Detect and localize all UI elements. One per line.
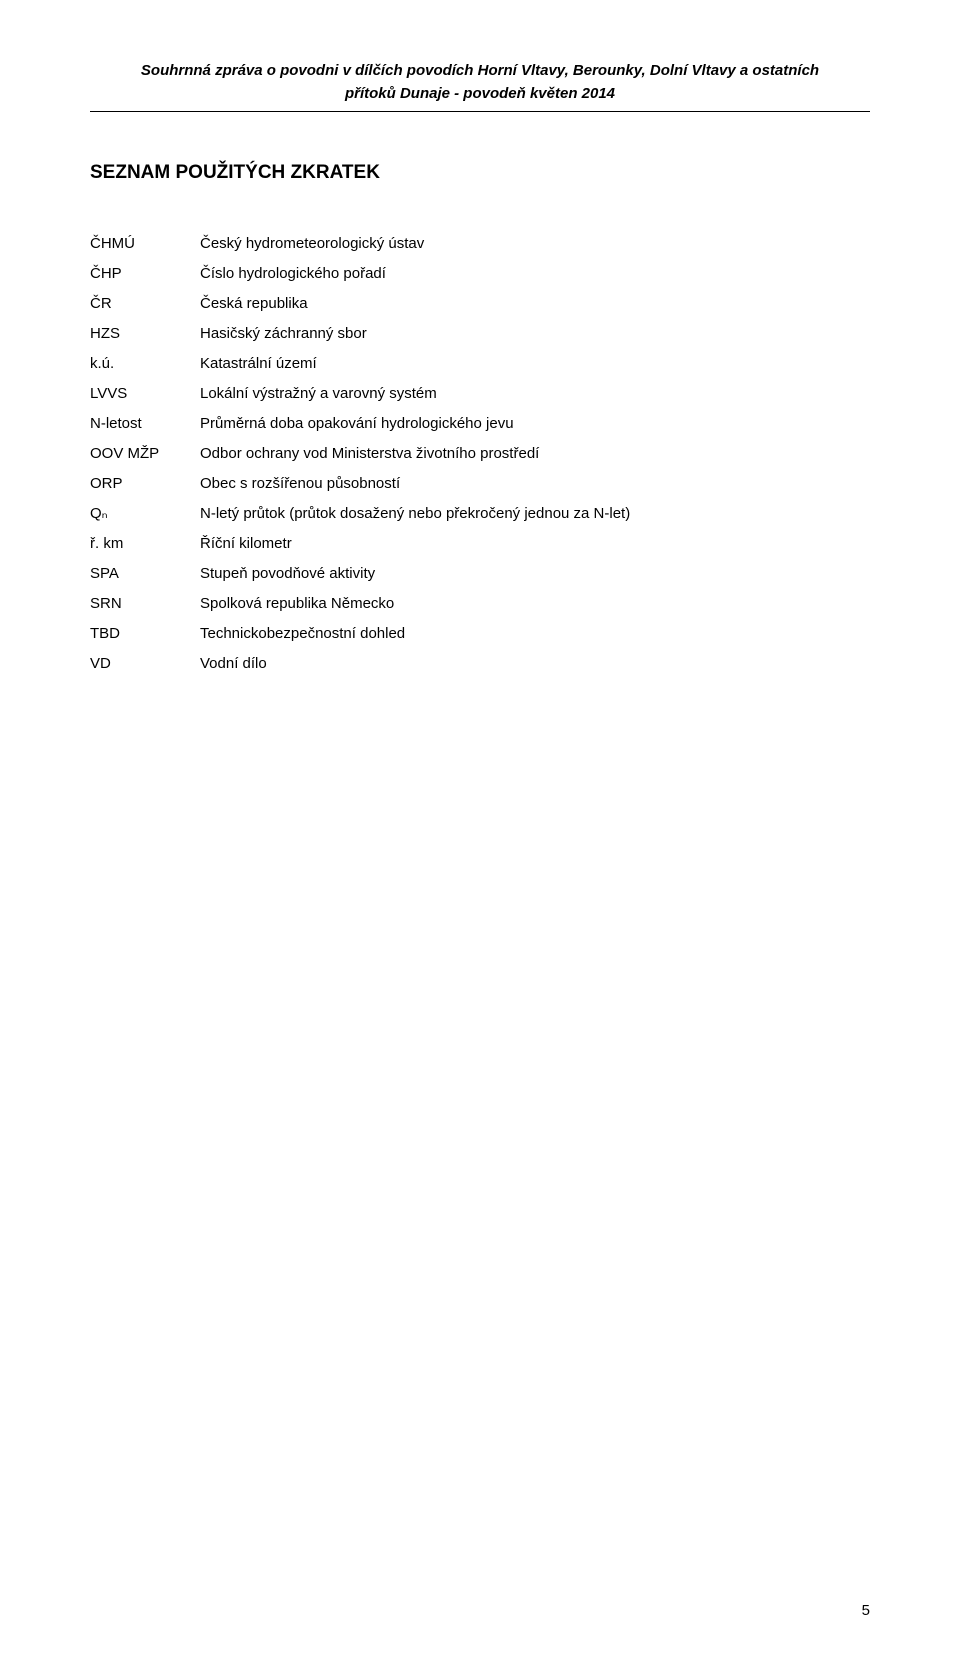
table-row: Qₙ N-letý průtok (průtok dosažený nebo p… [90,499,870,529]
abbrev-value: Říční kilometr [200,529,870,559]
table-row: N-letost Průměrná doba opakování hydrolo… [90,409,870,439]
table-row: SPA Stupeň povodňové aktivity [90,559,870,589]
table-row: ČHMÚ Český hydrometeorologický ústav [90,229,870,259]
abbrev-key: ČHP [90,259,200,289]
page-number: 5 [862,1602,870,1619]
abbrev-value: N-letý průtok (průtok dosažený nebo přek… [200,499,870,529]
table-row: k.ú. Katastrální území [90,349,870,379]
header-line-2: přítoků Dunaje - povodeň květen 2014 [90,83,870,106]
abbrev-value: Technickobezpečnostní dohled [200,619,870,649]
abbrev-value: Vodní dílo [200,649,870,679]
abbrev-key: ř. km [90,529,200,559]
table-row: ORP Obec s rozšířenou působností [90,469,870,499]
abbrev-key: Qₙ [90,499,200,529]
abbrev-value: Odbor ochrany vod Ministerstva životního… [200,439,870,469]
abbrev-value: Průměrná doba opakování hydrologického j… [200,409,870,439]
table-row: VD Vodní dílo [90,649,870,679]
abbrev-value: Katastrální území [200,349,870,379]
page-header: Souhrnná zpráva o povodni v dílčích povo… [90,60,870,112]
abbrev-key: HZS [90,319,200,349]
abbreviations-table: ČHMÚ Český hydrometeorologický ústav ČHP… [90,229,870,679]
abbrev-key: LVVS [90,379,200,409]
abbrev-key: ČR [90,289,200,319]
table-row: ČHP Číslo hydrologického pořadí [90,259,870,289]
abbrev-key: SPA [90,559,200,589]
table-row: HZS Hasičský záchranný sbor [90,319,870,349]
header-line-1: Souhrnná zpráva o povodni v dílčích povo… [90,60,870,83]
abbrev-key: TBD [90,619,200,649]
abbrev-value: Spolková republika Německo [200,589,870,619]
abbrev-key: VD [90,649,200,679]
page-container: Souhrnná zpráva o povodni v dílčích povo… [0,0,960,739]
abbrev-value: Lokální výstražný a varovný systém [200,379,870,409]
abbrev-value: Obec s rozšířenou působností [200,469,870,499]
abbrev-key: SRN [90,589,200,619]
abbrev-value: Stupeň povodňové aktivity [200,559,870,589]
table-row: SRN Spolková republika Německo [90,589,870,619]
abbrev-key: N-letost [90,409,200,439]
table-row: TBD Technickobezpečnostní dohled [90,619,870,649]
table-row: OOV MŽP Odbor ochrany vod Ministerstva ž… [90,439,870,469]
abbrev-key: ORP [90,469,200,499]
table-row: LVVS Lokální výstražný a varovný systém [90,379,870,409]
abbrev-value: Číslo hydrologického pořadí [200,259,870,289]
abbrev-value: Hasičský záchranný sbor [200,319,870,349]
section-title: SEZNAM POUŽITÝCH ZKRATEK [90,162,870,184]
table-row: ČR Česká republika [90,289,870,319]
abbrev-key: OOV MŽP [90,439,200,469]
abbrev-value: Česká republika [200,289,870,319]
abbrev-key: k.ú. [90,349,200,379]
abbrev-key: ČHMÚ [90,229,200,259]
abbrev-value: Český hydrometeorologický ústav [200,229,870,259]
table-row: ř. km Říční kilometr [90,529,870,559]
